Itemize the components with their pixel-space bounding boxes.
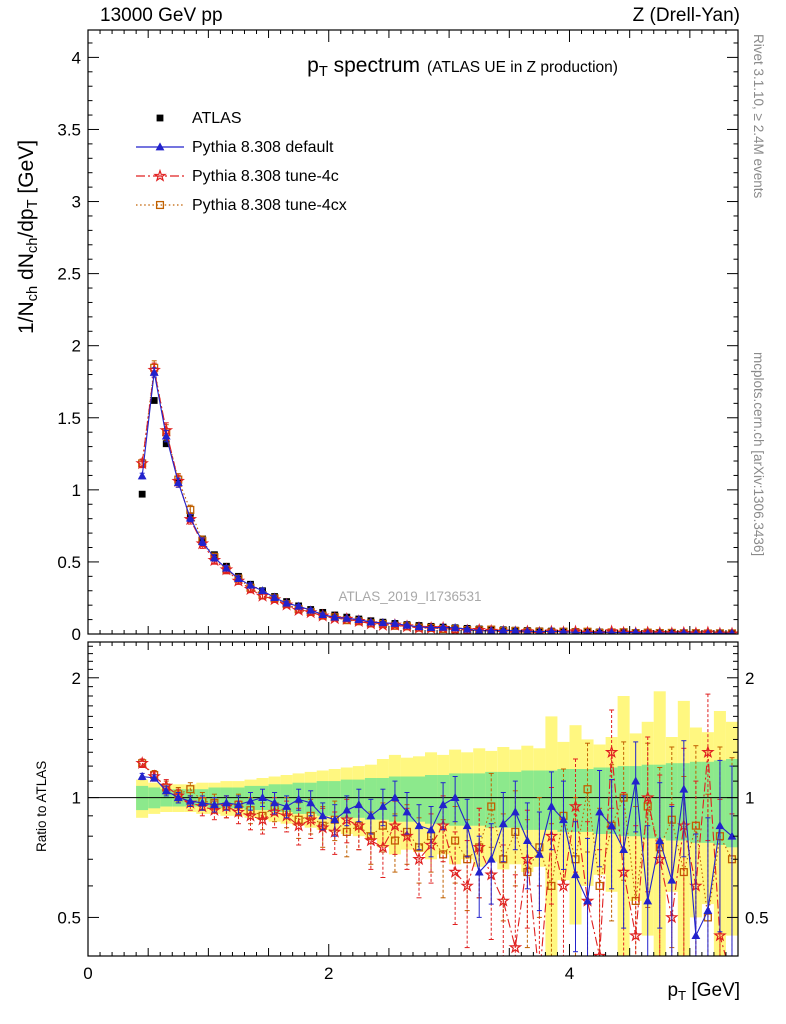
main-y-tick-label: 0	[72, 625, 81, 644]
main-y-tick-label: 0.5	[57, 553, 81, 572]
ratio-y-tick-label: 2	[72, 669, 81, 688]
ratio-y-tick-label-right: 2	[745, 669, 754, 688]
x-tick-label: 4	[565, 964, 574, 983]
main-y-tick-label: 1	[72, 481, 81, 500]
ratio-y-axis-label: Ratio to ATLAS	[34, 761, 49, 852]
plot-subtitle: (ATLAS UE in Z production)	[427, 59, 618, 76]
main-y-tick-label: 2	[72, 337, 81, 356]
rivet-version-caption: Rivet 3.1.10, ≥ 2.4M events	[751, 34, 766, 198]
legend-label-pythia-tune4c: Pythia 8.308 tune-4c	[192, 168, 339, 185]
x-axis-label: pT [GeV]	[667, 980, 740, 1003]
main-y-tick-label: 3.5	[57, 120, 81, 139]
ratio-y-tick-label: 0.5	[57, 908, 81, 927]
main-y-tick-label: 4	[72, 48, 81, 67]
series-default-ratio	[137, 740, 737, 956]
axes: 0 0.5 1 1.5 2 2.5 3 3.5 4 0.5 0.5 1 1 2 2 0 2 4	[57, 29, 769, 983]
legend: ATLAS Pythia 8.308 default Pythia 8.308 …	[136, 110, 347, 214]
mcplots-caption: mcplots.cern.ch [arXiv:1306.3436]	[751, 352, 766, 556]
main-y-tick-label: 3	[72, 193, 81, 212]
ratio-y-tick-label-right: 1	[745, 789, 754, 808]
series-default-main	[137, 367, 735, 634]
ratio-y-tick-label: 1	[72, 789, 81, 808]
header-left: 13000 GeV pp	[100, 5, 223, 26]
plot-title: pT spectrum	[307, 54, 420, 80]
x-tick-label: 0	[83, 964, 92, 983]
legend-label-atlas: ATLAS	[192, 110, 242, 127]
watermark: ATLAS_2019_I1736531	[338, 589, 481, 604]
main-y-tick-label: 1.5	[57, 409, 81, 428]
ratio-y-tick-label-right: 0.5	[745, 908, 769, 927]
x-tick-label: 2	[324, 964, 333, 983]
chart-layers: 0 0.5 1 1.5 2 2.5 3 3.5 4 0.5 0.5 1 1 2 2 0 2 4	[57, 29, 769, 983]
main-y-axis-label: 1/Nch dNch/dpT [GeV]	[15, 140, 41, 334]
legend-markers	[136, 114, 184, 210]
legend-label-pythia-default: Pythia 8.308 default	[192, 139, 334, 156]
legend-label-pythia-tune4cx: Pythia 8.308 tune-4cx	[192, 197, 347, 214]
main-y-tick-label: 2.5	[57, 265, 81, 284]
header-right: Z (Drell-Yan)	[633, 5, 740, 26]
